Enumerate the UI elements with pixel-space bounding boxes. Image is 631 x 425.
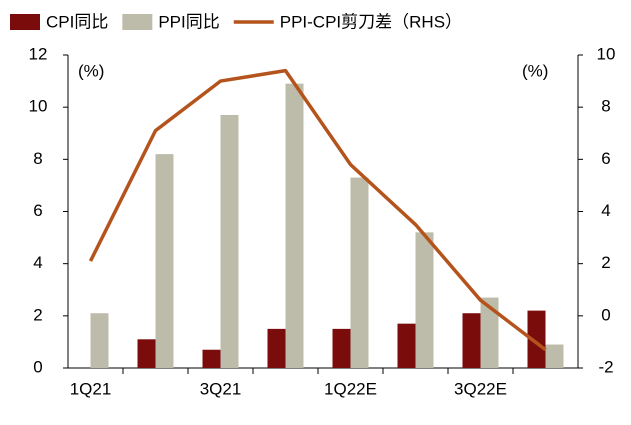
bar — [480, 297, 499, 368]
bar — [285, 83, 304, 369]
bar — [415, 232, 434, 368]
bar — [220, 114, 239, 368]
bar — [202, 349, 221, 368]
bar — [350, 177, 369, 368]
bar — [155, 154, 174, 368]
bar — [267, 328, 286, 368]
y-tick-label: 8 — [33, 149, 42, 168]
y-tick-label: 2 — [33, 305, 42, 324]
y-tick-label: 6 — [33, 201, 42, 220]
y2-tick-label: 4 — [601, 201, 610, 220]
y-tick-label: 10 — [29, 97, 48, 116]
x-tick-label: 1Q22E — [324, 379, 377, 398]
y2-tick-label: 10 — [597, 44, 616, 63]
bar — [397, 323, 416, 368]
y2-tick-label: 2 — [601, 253, 610, 272]
bar — [332, 328, 351, 368]
bar — [137, 339, 156, 368]
y2-tick-label: 0 — [601, 305, 610, 324]
bar — [90, 313, 109, 368]
unit-right: (%) — [522, 61, 548, 80]
bar — [545, 344, 564, 368]
legend-label: PPI-CPI剪刀差（RHS） — [280, 12, 462, 31]
legend-swatch — [122, 14, 153, 30]
y2-tick-label: 8 — [601, 97, 610, 116]
y2-tick-label: -2 — [598, 357, 613, 376]
y-tick-label: 12 — [29, 44, 48, 63]
y-tick-label: 0 — [33, 357, 42, 376]
bar — [462, 313, 481, 368]
y2-tick-label: 6 — [601, 149, 610, 168]
line — [88, 68, 547, 352]
x-tick-label: 1Q21 — [70, 379, 112, 398]
y-tick-label: 4 — [33, 253, 42, 272]
legend-label: PPI同比 — [158, 12, 219, 31]
unit-left: (%) — [78, 61, 104, 80]
x-tick-label: 3Q21 — [200, 379, 242, 398]
x-tick-label: 3Q22E — [454, 379, 507, 398]
bar — [527, 310, 546, 368]
legend-label: CPI同比 — [46, 12, 108, 31]
legend-swatch — [10, 14, 40, 30]
